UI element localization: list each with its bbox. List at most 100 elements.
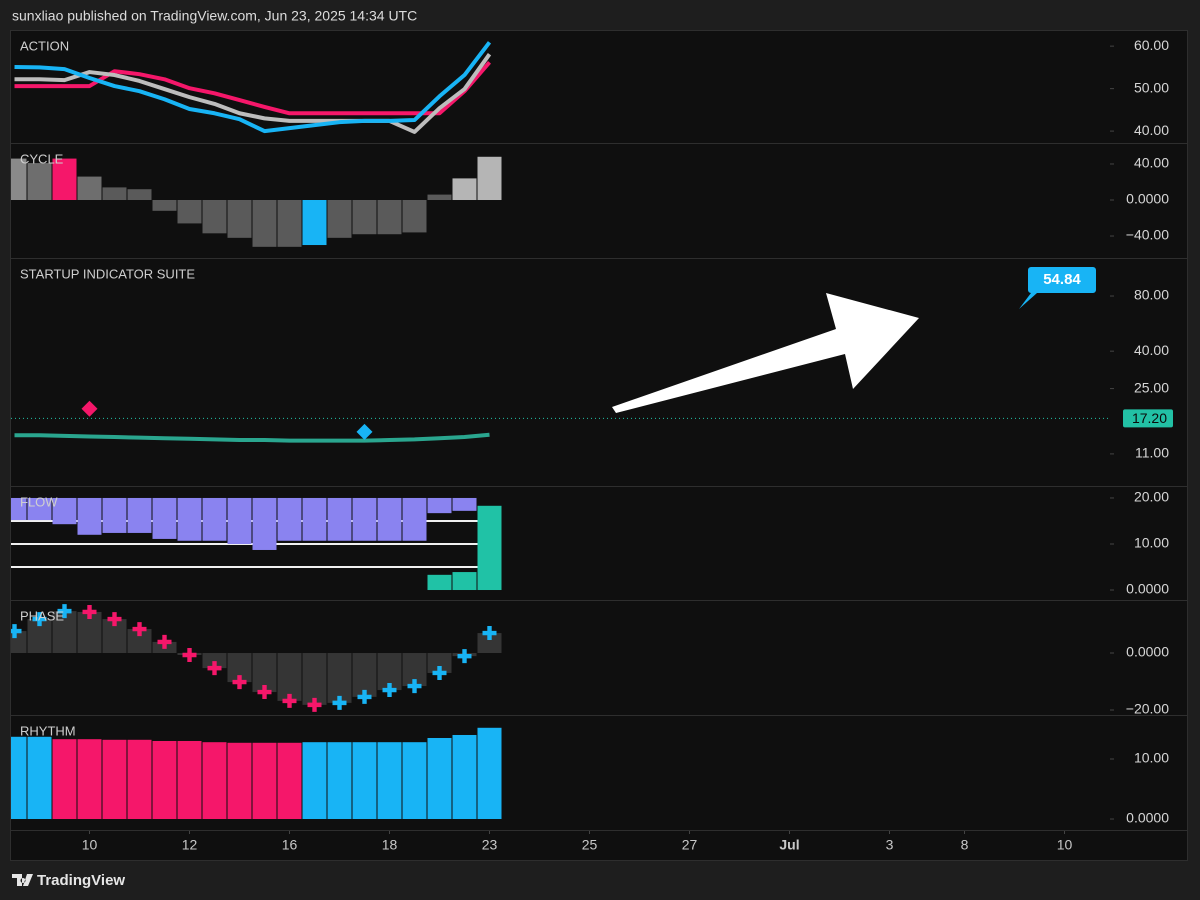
cross-marker	[382, 683, 397, 698]
bar	[427, 737, 452, 820]
bar	[52, 739, 77, 820]
bar	[277, 742, 302, 820]
x-tick-label: 8	[961, 837, 969, 853]
panel	[11, 604, 502, 712]
diamond-marker	[81, 400, 98, 417]
y-tick-label: 60.00	[1134, 37, 1169, 53]
bar	[227, 200, 252, 238]
bar	[352, 497, 377, 541]
footer: TradingView	[12, 872, 125, 889]
bar	[11, 497, 27, 521]
series-line	[14, 41, 492, 134]
cross-marker	[232, 675, 247, 690]
bar	[302, 653, 327, 705]
bar	[102, 739, 127, 820]
y-tick-label: 40.00	[1134, 342, 1169, 358]
bar	[477, 727, 502, 820]
bar	[327, 653, 352, 703]
bar	[402, 200, 427, 233]
bar	[202, 653, 227, 669]
bar	[427, 497, 452, 514]
bar	[402, 742, 427, 820]
bar	[452, 178, 477, 201]
bar	[302, 200, 327, 246]
cross-marker	[307, 697, 322, 712]
cross-marker	[107, 612, 122, 627]
panel-title: PHASE	[20, 608, 64, 623]
cross-marker	[11, 624, 22, 639]
panel-title: CYCLE	[20, 151, 64, 166]
bar	[177, 740, 202, 820]
y-tick-label: 80.00	[1134, 287, 1169, 303]
bar	[27, 736, 52, 820]
bar	[377, 497, 402, 541]
bar	[477, 505, 502, 591]
series-line	[14, 432, 490, 443]
cross-marker	[182, 648, 197, 663]
x-tick-label: 16	[282, 837, 298, 853]
bar	[127, 739, 152, 820]
cross-marker	[457, 649, 472, 664]
bar	[352, 742, 377, 820]
bar	[427, 574, 452, 591]
bar	[352, 653, 377, 697]
cross-marker	[82, 604, 97, 619]
x-tick-label: 25	[582, 837, 598, 853]
drawn-arrow	[612, 293, 919, 413]
panel	[11, 156, 502, 247]
x-tick-label: 23	[482, 837, 498, 853]
panel	[11, 497, 502, 591]
bar	[252, 742, 277, 820]
tv-logo	[12, 874, 33, 886]
cross-marker	[407, 679, 422, 694]
bar	[202, 200, 227, 234]
x-tick-label: 10	[1057, 837, 1073, 853]
bar	[452, 497, 477, 511]
bar	[52, 497, 77, 525]
bar	[52, 158, 77, 201]
y-tick-label: 40.00	[1134, 155, 1169, 171]
chart-layer: 60.00 50.00 40.00 ACTION 40.00 0.0000 −40.00 CY…	[10, 37, 1188, 853]
cross-marker	[32, 612, 47, 627]
panel-title: ACTION	[20, 38, 69, 53]
y-tick-label: 0.0000	[1126, 191, 1169, 207]
chart-frame	[10, 30, 1188, 861]
panel	[11, 727, 502, 820]
bar	[152, 497, 177, 539]
series-line	[14, 53, 492, 134]
bar	[177, 200, 202, 224]
x-tick-label: 18	[382, 837, 398, 853]
bar	[302, 497, 327, 541]
cross-marker	[357, 689, 372, 704]
bar	[352, 200, 377, 235]
bar	[127, 189, 152, 201]
bar	[277, 653, 302, 701]
bar	[227, 742, 252, 820]
x-tick-label: 3	[886, 837, 894, 853]
price-label: 17.20	[1132, 410, 1167, 426]
panel	[14, 41, 492, 134]
diamond-marker	[356, 423, 373, 440]
panel-title: FLOW	[20, 494, 58, 509]
y-tick-label: 25.00	[1134, 379, 1169, 395]
x-tick-label: 12	[182, 837, 198, 853]
bar	[377, 200, 402, 235]
bar	[27, 163, 52, 201]
y-tick-label: 0.0000	[1126, 581, 1169, 597]
publish-header: sunxliao published on TradingView.com, J…	[12, 8, 417, 24]
panel-title: RHYTHM	[20, 723, 76, 738]
callout-label: 54.84	[1043, 271, 1081, 288]
bar	[377, 742, 402, 820]
y-tick-label: 10.00	[1134, 750, 1169, 766]
y-tick-label: 11.00	[1135, 445, 1169, 461]
y-tick-label: 0.0000	[1126, 644, 1169, 660]
y-tick-label: −40.00	[1126, 227, 1169, 243]
bar	[202, 497, 227, 541]
callout-box	[1019, 267, 1096, 309]
bar	[327, 742, 352, 820]
bar	[152, 740, 177, 820]
cross-marker	[332, 695, 347, 710]
bar	[27, 497, 52, 521]
bar	[327, 200, 352, 238]
